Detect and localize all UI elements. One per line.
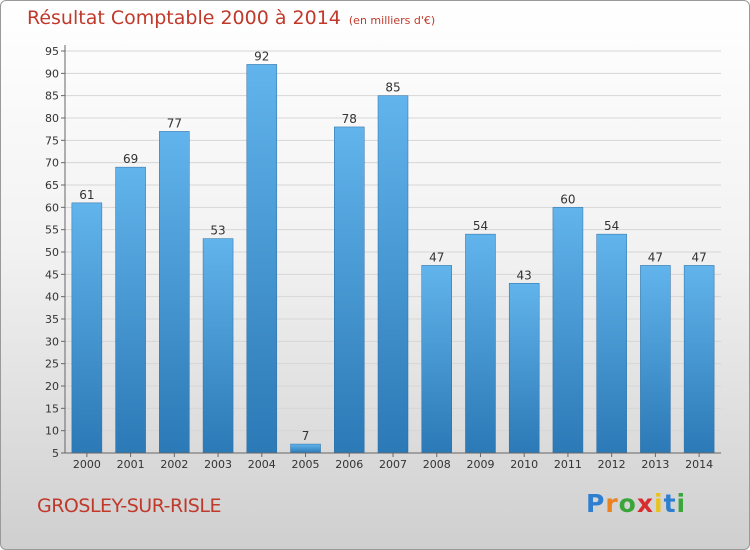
data-label-2014: 47 xyxy=(691,250,706,264)
x-tick-label: 2003 xyxy=(204,458,232,471)
y-tick-label: 85 xyxy=(45,90,59,103)
data-label-2009: 54 xyxy=(473,219,488,233)
y-tick-label: 55 xyxy=(45,224,59,237)
data-label-2003: 53 xyxy=(210,224,225,238)
bar-2007 xyxy=(377,95,409,454)
y-tick-label: 35 xyxy=(45,313,59,326)
y-tick-label: 50 xyxy=(45,246,59,259)
bar-2013 xyxy=(640,265,671,454)
y-tick-label: 30 xyxy=(45,335,59,348)
y-tick-label: 95 xyxy=(45,45,59,58)
x-tick-label: 2005 xyxy=(292,458,320,471)
bar-2012 xyxy=(596,233,627,454)
bar-2011 xyxy=(552,207,584,454)
logo-letter: i xyxy=(654,489,664,518)
x-tick-label: 2001 xyxy=(117,458,145,471)
data-label-2012: 54 xyxy=(604,219,619,233)
y-tick-label: 80 xyxy=(45,112,59,125)
y-tick-label: 20 xyxy=(45,380,59,393)
data-label-2008: 47 xyxy=(429,250,444,264)
y-tick-label: 5 xyxy=(52,447,59,460)
data-label-2010: 43 xyxy=(517,268,532,282)
x-tick-label: 2013 xyxy=(641,458,669,471)
bar-2008 xyxy=(421,265,452,454)
unit-label: (en milliers d'€) xyxy=(348,14,436,27)
x-tick-label: 2007 xyxy=(379,458,407,471)
data-label-2000: 61 xyxy=(79,188,94,202)
y-tick-label: 70 xyxy=(45,157,59,170)
bar-2006 xyxy=(334,126,365,454)
data-label-2011: 60 xyxy=(560,192,575,206)
x-tick-label: 2011 xyxy=(554,458,582,471)
logo-letter: t xyxy=(663,489,677,518)
commune-name: GROSLEY-SUR-RISLE xyxy=(37,495,221,517)
y-tick-label: 65 xyxy=(45,179,59,192)
logo-letter: i xyxy=(676,489,687,518)
bars: 61 69 77 53 92 7 78 85 47 54 43 60 54 47 47 xyxy=(71,49,715,454)
bar-2014 xyxy=(683,265,715,454)
y-tick-label: 10 xyxy=(45,425,59,438)
proxiti-logo[interactable]: Proxiti xyxy=(586,489,686,518)
x-tick-label: 2010 xyxy=(510,458,538,471)
data-label-2001: 69 xyxy=(123,152,138,166)
x-tick-label: 2008 xyxy=(423,458,451,471)
x-tick-label: 2000 xyxy=(73,458,101,471)
y-tick-label: 15 xyxy=(45,402,59,415)
y-tick-label: 60 xyxy=(45,201,59,214)
bar-2005 xyxy=(290,443,321,454)
data-label-2004: 92 xyxy=(254,49,269,63)
bar-2000 xyxy=(71,202,103,454)
x-tick-label: 2009 xyxy=(466,458,494,471)
x-tick-label: 2002 xyxy=(160,458,188,471)
x-tick-label: 2012 xyxy=(598,458,626,471)
data-label-2002: 77 xyxy=(167,116,182,130)
y-tick-label: 45 xyxy=(45,268,59,281)
x-axis: 2000 2001 2002 2003 2004 2005 2006 2007 2008 2009… xyxy=(65,452,721,471)
bar-2010 xyxy=(508,283,540,454)
y-tick-label: 75 xyxy=(45,134,59,147)
y-axis: 5 10 15 20 25 30 35 40 45 50 55 60 65 70 75 80 85 90 95 xyxy=(45,45,66,460)
title-text: Résultat Comptable 2000 à 2014 xyxy=(27,7,341,29)
bar-2004 xyxy=(246,64,278,454)
y-tick-label: 90 xyxy=(45,67,59,80)
logo-letter: x xyxy=(636,489,654,518)
y-tick-label: 25 xyxy=(45,358,59,371)
bar-2009 xyxy=(465,233,496,454)
logo-letter: r xyxy=(605,489,619,518)
logo-letter: P xyxy=(586,489,606,518)
data-label-2006: 78 xyxy=(342,112,357,126)
logo-letter: o xyxy=(618,489,637,518)
bar-2002 xyxy=(159,131,190,454)
data-label-2013: 47 xyxy=(648,250,663,264)
x-tick-label: 2004 xyxy=(248,458,276,471)
x-tick-label: 2006 xyxy=(335,458,363,471)
data-label-2005: 7 xyxy=(302,429,310,443)
x-tick-label: 2014 xyxy=(685,458,713,471)
data-label-2007: 85 xyxy=(385,81,400,95)
y-tick-label: 40 xyxy=(45,291,59,304)
bar-2001 xyxy=(115,166,146,454)
bar-2003 xyxy=(202,238,234,454)
chart-title: Résultat Comptable 2000 à 2014 (en millie… xyxy=(27,7,435,29)
